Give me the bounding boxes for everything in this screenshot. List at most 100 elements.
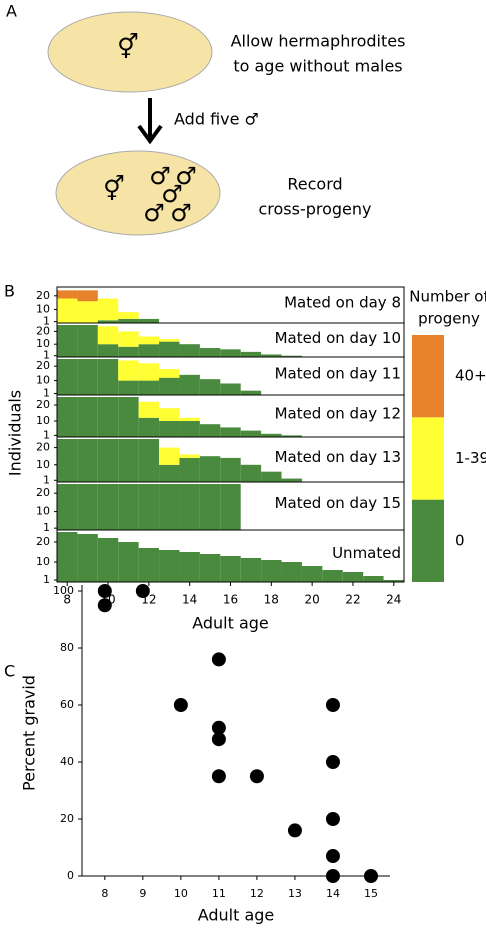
point bbox=[325, 849, 340, 864]
step-text: Record bbox=[287, 175, 342, 194]
point bbox=[287, 823, 302, 838]
point bbox=[211, 769, 226, 784]
step-text: cross-progeny bbox=[258, 200, 371, 219]
point bbox=[325, 812, 340, 826]
bar-segment bbox=[138, 417, 160, 437]
point bbox=[211, 732, 226, 747]
panel-label: Mated on day 13 bbox=[275, 448, 401, 466]
y-tick-label: 1 bbox=[43, 387, 50, 400]
bar-segment bbox=[240, 351, 262, 357]
bar-segment bbox=[240, 464, 262, 482]
male-symbol: ♂ bbox=[170, 199, 192, 227]
bar-segment bbox=[138, 380, 160, 395]
bar-segment bbox=[179, 344, 200, 357]
bar-segment bbox=[179, 457, 200, 482]
bar-segment bbox=[199, 424, 221, 437]
legend-label: 1-39 bbox=[455, 449, 486, 467]
point bbox=[325, 869, 340, 883]
y-tick-label: 1 bbox=[43, 573, 50, 586]
bar-segment bbox=[57, 439, 78, 482]
bar-segment bbox=[363, 576, 384, 582]
bar-segment bbox=[118, 331, 139, 347]
panel-label: Mated on day 10 bbox=[275, 329, 401, 347]
bar-segment bbox=[77, 534, 98, 582]
panel-label: B bbox=[4, 282, 15, 301]
symbol: ⚥ bbox=[103, 175, 125, 203]
x-tick-label: 8 bbox=[63, 593, 71, 607]
bar-segment bbox=[383, 580, 404, 582]
legend-swatch bbox=[412, 499, 444, 582]
bar-segment bbox=[97, 538, 119, 582]
bar-segment bbox=[97, 326, 119, 345]
y-tick-label: 1 bbox=[43, 349, 50, 362]
point bbox=[211, 720, 226, 735]
bar-segment bbox=[57, 290, 78, 299]
legend-swatch bbox=[412, 417, 444, 500]
bar-segment bbox=[199, 484, 221, 530]
male-symbol: ♂ bbox=[149, 162, 171, 190]
bar-segment bbox=[159, 447, 180, 465]
y-tick-label: 60 bbox=[60, 698, 74, 711]
point bbox=[97, 598, 112, 613]
bar-segment bbox=[220, 383, 241, 395]
y-tick-label: 100 bbox=[53, 584, 74, 597]
bar-segment bbox=[159, 377, 180, 395]
bar-segment bbox=[138, 548, 160, 582]
bar-segment bbox=[138, 401, 160, 418]
x-tick-label: 9 bbox=[139, 887, 146, 900]
plate bbox=[47, 11, 213, 93]
y-tick-label: 10 bbox=[36, 302, 50, 315]
bar-segment bbox=[179, 374, 200, 395]
panel-label: A bbox=[6, 2, 17, 21]
bar-segment bbox=[179, 552, 200, 582]
bar-segment bbox=[261, 471, 282, 482]
y-tick-label: 20 bbox=[36, 535, 50, 548]
bar-segment bbox=[179, 484, 200, 530]
bar-segment bbox=[159, 464, 180, 482]
bar-segment bbox=[57, 359, 78, 395]
bar-segment bbox=[77, 359, 98, 395]
x-tick-label: 14 bbox=[326, 887, 340, 900]
y-tick-label: 10 bbox=[36, 374, 50, 387]
bar-segment bbox=[240, 558, 262, 582]
bar-segment bbox=[57, 532, 78, 582]
bar-segment bbox=[77, 325, 98, 357]
y-tick-label: 20 bbox=[60, 812, 74, 825]
bar-segment bbox=[220, 427, 241, 437]
legend-label: 40+ bbox=[455, 367, 486, 385]
x-tick-label: 15 bbox=[364, 887, 378, 900]
legend-label: 0 bbox=[455, 531, 465, 549]
y-tick-label: 20 bbox=[36, 398, 50, 411]
bar-segment bbox=[138, 484, 160, 530]
y-axis-label: Individuals bbox=[6, 390, 25, 476]
bar-segment bbox=[179, 454, 200, 458]
y-tick-label: 20 bbox=[36, 324, 50, 337]
legend-title: progeny bbox=[418, 310, 480, 328]
bar-segment bbox=[118, 380, 139, 395]
point bbox=[363, 869, 378, 883]
panel-label: Mated on day 12 bbox=[275, 404, 401, 422]
bar-segment bbox=[179, 417, 200, 421]
bar-segment bbox=[97, 359, 119, 395]
bar-segment bbox=[97, 484, 119, 530]
bar-segment bbox=[159, 369, 180, 378]
male-symbol: ♂ bbox=[161, 180, 183, 208]
bar-segment bbox=[118, 439, 139, 482]
symbol: ⚥ bbox=[117, 33, 139, 61]
bar-segment bbox=[179, 421, 200, 437]
bar-segment bbox=[281, 562, 302, 582]
bar-segment bbox=[77, 290, 98, 302]
bar-segment bbox=[159, 421, 180, 437]
bar-segment bbox=[342, 572, 364, 582]
bar-segment bbox=[57, 484, 78, 530]
point bbox=[249, 769, 264, 784]
y-axis-label: Percent gravid bbox=[20, 675, 39, 791]
male-symbol: ♂ bbox=[143, 199, 165, 227]
y-tick-label: 1 bbox=[43, 521, 50, 534]
y-tick-label: 10 bbox=[36, 555, 50, 568]
y-tick-label: 1 bbox=[43, 428, 50, 441]
bar-segment bbox=[118, 360, 139, 381]
bar-segment bbox=[138, 363, 160, 381]
x-tick-label: 22 bbox=[345, 593, 360, 607]
bar-segment bbox=[138, 439, 160, 482]
